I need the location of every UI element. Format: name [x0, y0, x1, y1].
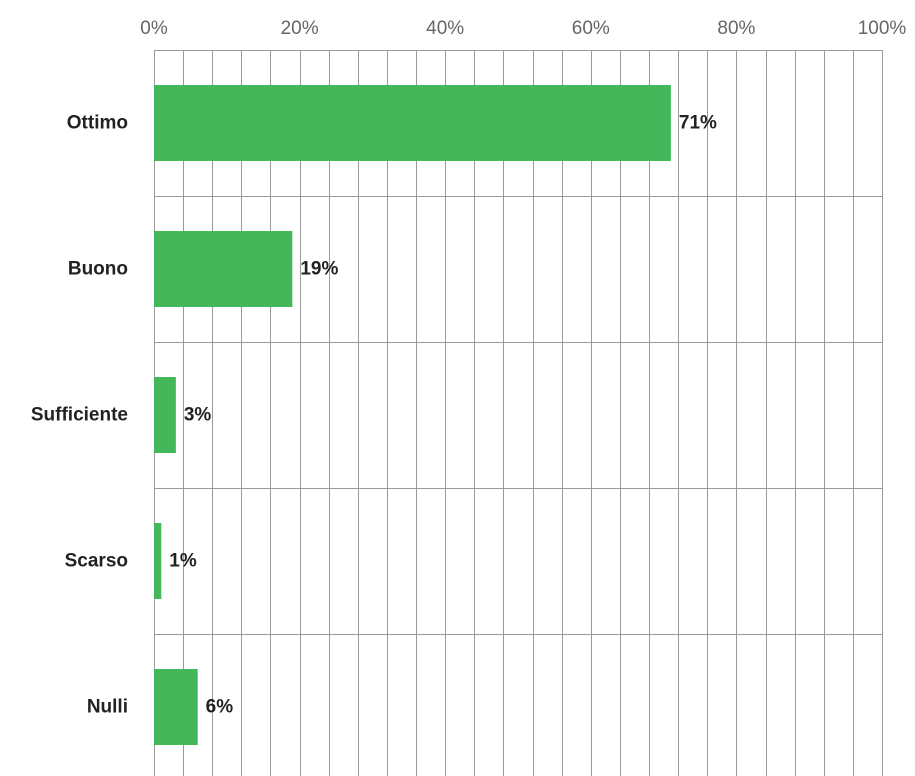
bar-nulli — [154, 669, 198, 745]
x-tick-label: 0% — [140, 18, 168, 39]
category-label: Sufficiente — [31, 405, 128, 426]
category-label: Ottimo — [67, 113, 128, 134]
bar-buono — [154, 231, 293, 307]
data-label: 71% — [679, 113, 717, 134]
x-tick-label: 100% — [858, 18, 907, 39]
x-tick-label: 40% — [426, 18, 464, 39]
data-label: 1% — [169, 551, 197, 572]
category-label: Buono — [68, 259, 128, 280]
data-label: 3% — [184, 405, 212, 426]
grid — [154, 50, 883, 776]
x-tick-label: 60% — [572, 18, 610, 39]
category-label: Nulli — [87, 697, 128, 718]
x-tick-label: 80% — [717, 18, 755, 39]
bar-sufficiente — [154, 377, 176, 453]
bars — [154, 85, 671, 745]
bar-scarso — [154, 523, 162, 599]
bar-ottimo — [154, 85, 671, 161]
labels: 0% 20% 40% 60% 80% 100% Ottimo 71% Buono 19% Suffi… — [31, 18, 907, 718]
data-label: 19% — [300, 259, 338, 280]
data-label: 6% — [206, 697, 234, 718]
x-tick-label: 20% — [281, 18, 319, 39]
category-label: Scarso — [65, 551, 128, 572]
